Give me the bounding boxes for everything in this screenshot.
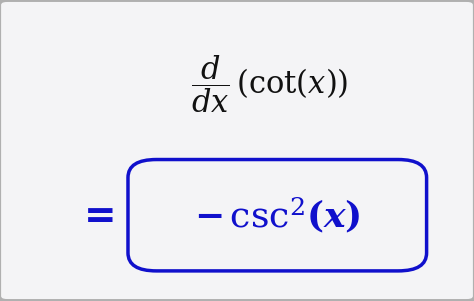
Text: $\boldsymbol{-\,\mathrm{csc}^2(x)}$: $\boldsymbol{-\,\mathrm{csc}^2(x)}$ [194, 195, 361, 235]
Text: $\dfrac{d}{dx}\,(\mathrm{cot}(x))$: $\dfrac{d}{dx}\,(\mathrm{cot}(x))$ [191, 54, 349, 115]
FancyBboxPatch shape [128, 160, 427, 271]
Text: $\mathbf{=}$: $\mathbf{=}$ [76, 196, 114, 234]
